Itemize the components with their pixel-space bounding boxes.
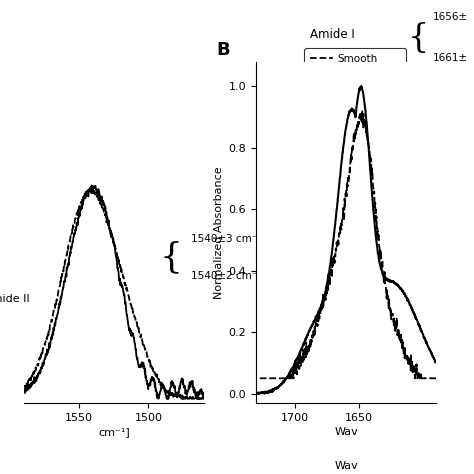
Smooth <box>88 186 93 192</box>
Smooth <box>21 383 27 388</box>
Text: Wav: Wav <box>334 461 358 471</box>
Nanoporous <box>65 264 71 270</box>
Line: Nanoporous: Nanoporous <box>24 185 204 399</box>
Line: Smooth: Smooth <box>24 189 204 399</box>
Nanoporous <box>119 283 125 289</box>
Smooth <box>155 374 160 380</box>
Nanoporous <box>155 390 160 396</box>
Legend: Smooth, Nanoporous: Smooth, Nanoporous <box>304 48 406 82</box>
Nanoporous <box>201 391 207 396</box>
Smooth <box>201 395 207 401</box>
X-axis label: Wav: Wav <box>334 427 358 437</box>
Nanoporous <box>80 202 86 208</box>
Nanoporous <box>89 182 94 188</box>
Nanoporous <box>21 390 27 395</box>
Smooth <box>65 248 71 254</box>
Text: Amide II: Amide II <box>0 293 30 304</box>
Smooth <box>201 396 206 401</box>
Smooth <box>80 195 86 201</box>
Nanoporous <box>165 396 171 401</box>
Text: {: { <box>408 22 428 54</box>
Nanoporous <box>94 188 100 194</box>
Text: 1656±: 1656± <box>432 12 468 22</box>
Text: {: { <box>160 240 183 274</box>
Smooth <box>119 272 125 277</box>
Nanoporous <box>169 378 175 384</box>
Text: 1661±: 1661± <box>432 53 468 63</box>
Text: 1540±2 cm⁻¹ (N): 1540±2 cm⁻¹ (N) <box>191 270 281 280</box>
X-axis label: cm⁻¹]: cm⁻¹] <box>98 427 129 437</box>
Text: 1540±3 cm⁻¹ (S): 1540±3 cm⁻¹ (S) <box>191 234 280 244</box>
Text: B: B <box>216 41 230 59</box>
Text: Amide I: Amide I <box>310 28 355 41</box>
Y-axis label: Normalized Absorbance: Normalized Absorbance <box>214 166 224 299</box>
Smooth <box>94 195 100 201</box>
Smooth <box>169 388 174 394</box>
